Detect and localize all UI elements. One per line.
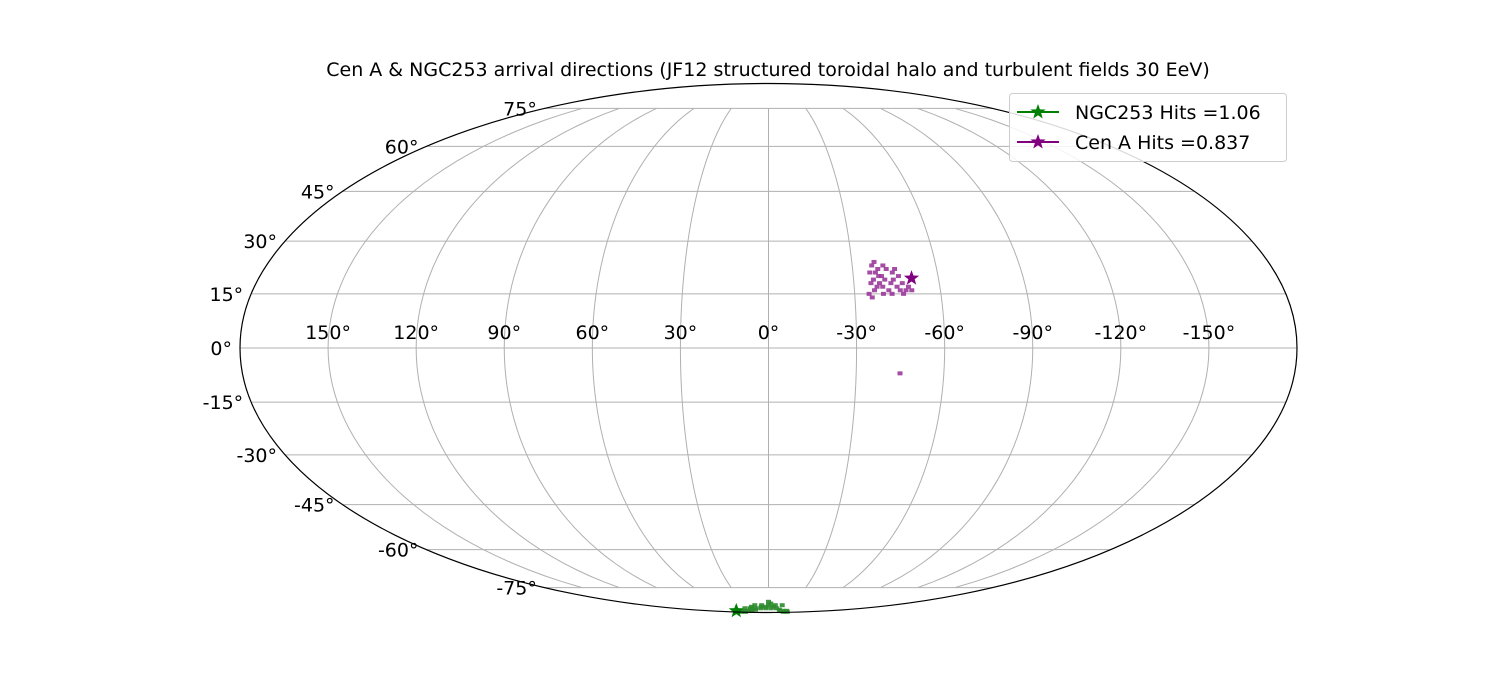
- cena-hit-point: [872, 288, 878, 293]
- tick-labels: 150° 120° 90° 60° 30° 0° -30° -60° -90° -120° -150…: [203, 98, 1236, 599]
- x-tick-label: -90°: [1012, 322, 1053, 344]
- x-tick-label: 120°: [393, 322, 439, 344]
- legend-label: NGC253 Hits =1.06: [1075, 102, 1261, 124]
- cena-hit-point: [894, 284, 900, 289]
- cena-hit-point: [903, 288, 909, 293]
- y-tick-label: -75°: [496, 578, 537, 600]
- cena-hit-point: [869, 295, 875, 300]
- y-tick-label: -30°: [236, 445, 277, 467]
- x-tick-label: 90°: [487, 322, 521, 344]
- ngc253-hit-point: [747, 606, 753, 611]
- grid-meridian: [917, 107, 1122, 589]
- x-tick-label: 60°: [575, 322, 609, 344]
- ngc253-hit-point: [763, 604, 769, 609]
- ngc253-hit-point: [742, 606, 748, 611]
- y-tick-label: -15°: [203, 392, 244, 414]
- data-points: [728, 259, 920, 618]
- x-tick-label: -60°: [924, 322, 965, 344]
- grid-meridian: [679, 108, 732, 588]
- y-tick-label: 60°: [385, 136, 419, 158]
- grid-meridian: [327, 107, 583, 589]
- grid-meridian: [954, 107, 1210, 589]
- ngc253-hit-point: [749, 608, 755, 613]
- cena-source-star: [903, 270, 920, 285]
- cena-hit-point: [888, 281, 894, 286]
- grid-meridian: [503, 107, 657, 589]
- x-tick-label: 0°: [758, 322, 780, 344]
- ngc253-hit-point: [773, 606, 779, 611]
- y-tick-label: 45°: [301, 181, 335, 203]
- grid-lines: [240, 107, 1297, 589]
- cena-hit-point: [880, 291, 886, 296]
- cena-hit-point: [886, 288, 892, 293]
- x-tick-label: -120°: [1095, 322, 1148, 344]
- cena-hit-point: [899, 281, 905, 286]
- y-tick-label: -60°: [378, 540, 419, 562]
- y-tick-label: 30°: [243, 231, 277, 253]
- chart-title: Cen A & NGC253 arrival directions (JF12 …: [326, 59, 1210, 81]
- grid-meridian: [880, 107, 1034, 589]
- grid-meridian: [805, 108, 858, 588]
- x-tick-label: 150°: [305, 322, 351, 344]
- cena-hit-point: [880, 263, 886, 268]
- y-tick-label: 0°: [210, 338, 232, 360]
- cena-hit-point: [867, 270, 873, 275]
- cena-hit-point: [880, 284, 886, 289]
- cena-hit-point: [890, 277, 896, 282]
- grid-meridian: [842, 107, 946, 589]
- y-tick-label: 15°: [210, 284, 244, 306]
- x-tick-label: 30°: [664, 322, 698, 344]
- legend: NGC253 Hits =1.06 Cen A Hits =0.837: [1009, 93, 1287, 162]
- legend-label: Cen A Hits =0.837: [1075, 132, 1250, 154]
- cena-hit-point: [875, 266, 881, 271]
- cena-hit-point: [895, 274, 901, 279]
- mollweide-frame: [239, 82, 1298, 614]
- x-tick-label: -30°: [836, 322, 877, 344]
- x-tick-label: -150°: [1183, 322, 1236, 344]
- y-tick-label: -45°: [294, 495, 335, 517]
- cena-hit-point: [877, 281, 883, 286]
- cena-hit-point: [870, 277, 876, 282]
- cena-hit-point: [876, 274, 882, 279]
- ngc253-hit-point: [779, 603, 785, 608]
- legend-star-marker: [1030, 134, 1046, 149]
- ngc253-hit-point: [752, 603, 758, 608]
- ngc253-hit-point: [770, 604, 776, 609]
- cena-hit-point: [869, 263, 875, 268]
- cena-hit-point: [909, 288, 915, 293]
- cena-hit-point: [868, 281, 874, 286]
- cena-hit-point: [874, 284, 880, 289]
- cena-hit-point: [897, 371, 903, 376]
- cena-hit-point: [889, 270, 895, 275]
- cena-hit-point: [883, 266, 889, 271]
- cena-hit-point: [892, 266, 898, 271]
- grid-meridian: [591, 107, 695, 589]
- cena-hit-point: [905, 284, 911, 289]
- cena-hit-point: [897, 288, 903, 293]
- ngc253-hit-point: [746, 608, 752, 613]
- ngc253-hit-point: [768, 601, 774, 606]
- cena-hit-point: [889, 291, 895, 296]
- cena-hit-point: [879, 274, 885, 279]
- cena-hit-point: [872, 270, 878, 275]
- ngc253-hit-point: [777, 608, 783, 613]
- ngc253-source-star: [728, 602, 744, 618]
- grid-meridian: [415, 107, 620, 589]
- cena-hit-point: [871, 259, 877, 264]
- legend-star-marker: [1030, 104, 1046, 119]
- ngc253-hit-point: [758, 604, 764, 609]
- ngc253-hit-point: [753, 607, 759, 612]
- cena-hit-point: [882, 277, 888, 282]
- cena-hit-point: [901, 291, 907, 296]
- legend-box: [1009, 93, 1287, 162]
- cena-hit-point: [866, 291, 872, 296]
- y-tick-label: 75°: [503, 98, 537, 120]
